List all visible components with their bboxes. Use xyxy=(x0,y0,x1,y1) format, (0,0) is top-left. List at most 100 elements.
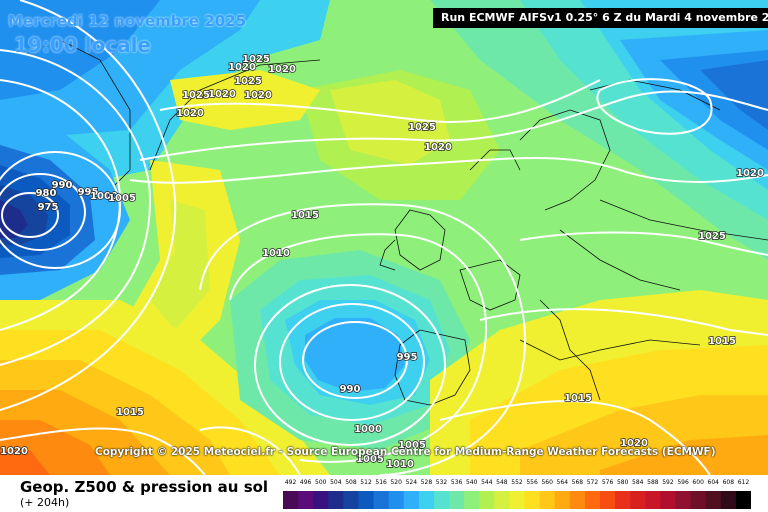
isobar-lines xyxy=(0,0,768,475)
colorbar-tick-label: 604 xyxy=(707,479,719,486)
colorbar-swatch xyxy=(690,491,707,509)
isobar-label: 1000 xyxy=(90,191,118,202)
colorbar-swatch xyxy=(464,491,480,509)
colorbar-tick-label: 500 xyxy=(315,479,327,486)
copyright-notice: Copyright © 2025 Meteociel.fr - Source E… xyxy=(95,446,716,458)
colorbar-swatch xyxy=(584,491,601,509)
colorbar-tick-label: 580 xyxy=(616,479,629,486)
colorbar-swatch xyxy=(313,491,329,509)
colorbar-tick-label: 552 xyxy=(511,479,523,486)
isobar-label: 1025 xyxy=(698,231,726,242)
isobar-label: 1020 xyxy=(424,142,452,153)
colorbar-swatch xyxy=(645,491,661,509)
colorbar-tick-label: 536 xyxy=(450,479,463,486)
colorbar-tick-label: 540 xyxy=(465,479,478,486)
colorbar-swatch xyxy=(630,491,646,509)
colorbar-tick-label: 564 xyxy=(556,479,569,486)
isobar-label: 1020 xyxy=(736,168,764,179)
colorbar-swatch xyxy=(524,491,541,509)
colorbar-swatch xyxy=(298,491,314,509)
colorbar-tick-label: 596 xyxy=(677,479,689,486)
parameter-title: Geop. Z500 & pression au sol xyxy=(20,478,269,496)
colorbar-tick-label: 592 xyxy=(662,479,674,486)
colorbar-tick-label: 548 xyxy=(496,479,508,486)
colorbar-swatch xyxy=(449,491,465,509)
isobar-label: 1000 xyxy=(354,424,382,435)
colorbar-swatch xyxy=(509,491,526,509)
forecast-time: 19:00 locale xyxy=(14,33,151,57)
colorbar xyxy=(283,491,751,509)
isobar-label: 1020 xyxy=(620,438,648,449)
isobar-label: 1020 xyxy=(228,62,256,73)
run-info-label: Run ECMWF AIFSv1 0.25° 6 Z du Mardi 4 no… xyxy=(433,8,768,28)
colorbar-tick-label: 556 xyxy=(526,479,538,486)
isobar-label: 1020 xyxy=(0,446,28,457)
colorbar-swatch xyxy=(615,491,631,509)
colorbar-tick-label: 524 xyxy=(405,479,418,486)
colorbar-tick-label: 496 xyxy=(299,479,312,486)
colorbar-swatch xyxy=(660,491,677,509)
colorbar-tick-label: 576 xyxy=(601,479,614,486)
colorbar-tick-label: 600 xyxy=(692,479,704,486)
isobar-label: 1025 xyxy=(182,90,210,101)
colorbar-tick-label: 492 xyxy=(284,479,297,486)
isobar-label: 1010 xyxy=(386,459,414,470)
isobar-label: 1020 xyxy=(244,90,272,101)
colorbar-tick-label: 532 xyxy=(435,479,448,486)
isobar-label: 1015 xyxy=(708,336,736,347)
isobar-label: 1005 xyxy=(398,440,426,451)
colorbar-swatch xyxy=(569,491,586,509)
isobar-label: 1020 xyxy=(176,108,204,119)
colorbar-swatch xyxy=(343,491,359,509)
colorbar-tick-label: 528 xyxy=(420,479,433,486)
colorbar-swatch xyxy=(705,491,722,509)
isobar-label: 1015 xyxy=(291,210,319,221)
colorbar-tick-label: 572 xyxy=(586,479,599,486)
isobar-label: 1015 xyxy=(116,407,144,418)
isobar-label: 1025 xyxy=(234,76,262,87)
colorbar-swatch xyxy=(283,491,299,509)
colorbar-swatch xyxy=(418,491,435,509)
isobar-label: 995 xyxy=(78,187,99,198)
isobar-label: 1020 xyxy=(268,64,296,75)
colorbar-swatch xyxy=(600,491,616,509)
coastlines xyxy=(59,39,768,406)
colorbar-swatch xyxy=(403,491,420,509)
colorbar-swatch xyxy=(373,491,390,509)
colorbar-swatch xyxy=(554,491,571,509)
isobar-label: 980 xyxy=(36,188,57,199)
isobar-label: 990 xyxy=(340,384,361,395)
colorbar-swatch xyxy=(539,491,556,509)
colorbar-tick-label: 508 xyxy=(345,479,357,486)
colorbar-swatch xyxy=(358,491,375,509)
colorbar-swatch xyxy=(388,491,405,509)
colorbar-tick-label: 568 xyxy=(571,479,584,486)
colorbar-tick-label: 512 xyxy=(360,479,372,486)
colorbar-tick-label: 612 xyxy=(737,479,750,486)
colorbar-tick-label: 520 xyxy=(390,479,402,486)
colorbar-swatch xyxy=(494,491,510,509)
colorbar-tick-label: 544 xyxy=(481,479,493,486)
colorbar-swatch xyxy=(720,491,737,509)
isobar-label: 1025 xyxy=(242,54,270,65)
colorbar-swatch xyxy=(675,491,692,509)
colorbar-tick-label: 608 xyxy=(722,479,735,486)
colorbar-tick-label: 588 xyxy=(647,479,659,486)
lead-time-label: (+ 204h) xyxy=(20,496,70,509)
isobar-label: 1005 xyxy=(108,193,136,204)
colorbar-tick-label: 560 xyxy=(541,479,553,486)
colorbar-swatch xyxy=(328,491,344,509)
colorbar-tick-label: 584 xyxy=(632,479,644,486)
colorbar-swatch xyxy=(479,491,495,509)
isobar-label: 1020 xyxy=(208,89,236,100)
colorbar-tick-label: 516 xyxy=(375,479,387,486)
colorbar-tick-label: 504 xyxy=(330,479,342,486)
isobar-label: 990 xyxy=(52,180,73,191)
forecast-date: Mercredi 12 novembre 2025 xyxy=(8,12,247,30)
isobar-label: 1005 xyxy=(356,454,384,465)
colorbar-swatch xyxy=(433,491,450,509)
legend-bar: Geop. Z500 & pression au sol (+ 204h) 49… xyxy=(0,475,768,512)
isobar-label: 1010 xyxy=(262,248,290,259)
isobar-label: 995 xyxy=(397,352,418,363)
